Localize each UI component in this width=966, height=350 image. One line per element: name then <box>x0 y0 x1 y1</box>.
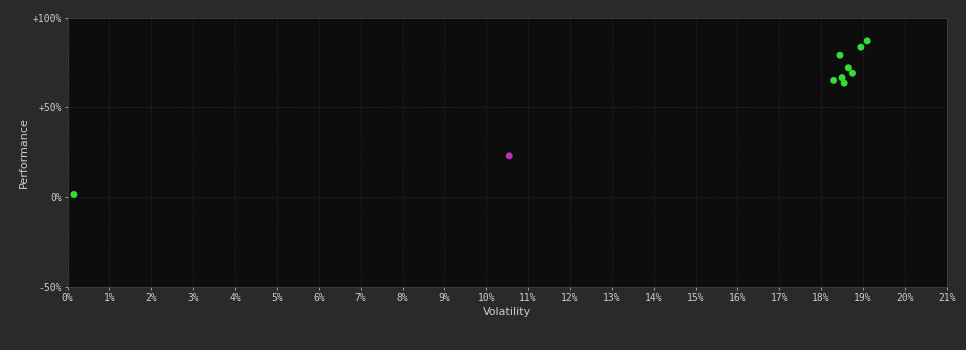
Point <box>833 52 848 58</box>
Point <box>837 80 852 86</box>
Point <box>835 75 850 80</box>
Point <box>66 192 82 197</box>
Point <box>840 65 856 71</box>
Y-axis label: Performance: Performance <box>18 117 29 188</box>
Point <box>844 70 861 76</box>
X-axis label: Volatility: Volatility <box>483 307 531 317</box>
Point <box>826 78 841 83</box>
Point <box>501 153 517 159</box>
Point <box>853 44 868 50</box>
Point <box>860 38 875 44</box>
